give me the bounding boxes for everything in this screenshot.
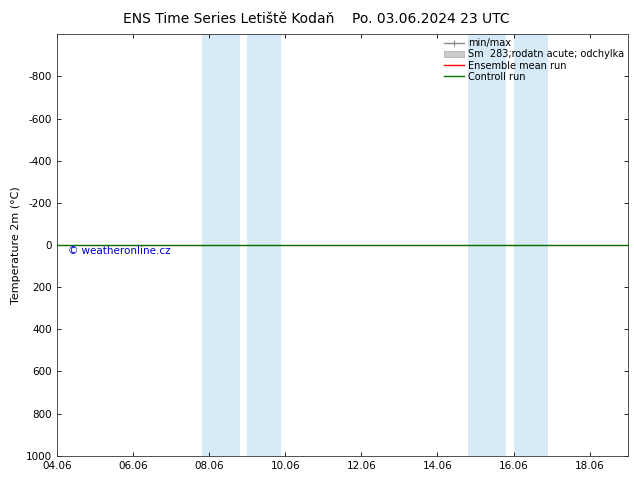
- Bar: [514, 34, 548, 456]
- Y-axis label: Temperature 2m (°C): Temperature 2m (°C): [11, 186, 20, 304]
- Legend: min/max, Sm  283;rodatn acute; odchylka, Ensemble mean run, Controll run: min/max, Sm 283;rodatn acute; odchylka, …: [443, 36, 626, 84]
- Bar: [202, 34, 240, 456]
- Text: Po. 03.06.2024 23 UTC: Po. 03.06.2024 23 UTC: [353, 12, 510, 26]
- Bar: [247, 34, 281, 456]
- Text: ENS Time Series Letiště Kodaň: ENS Time Series Letiště Kodaň: [122, 12, 334, 26]
- Text: © weatheronline.cz: © weatheronline.cz: [68, 246, 171, 256]
- Bar: [468, 34, 506, 456]
